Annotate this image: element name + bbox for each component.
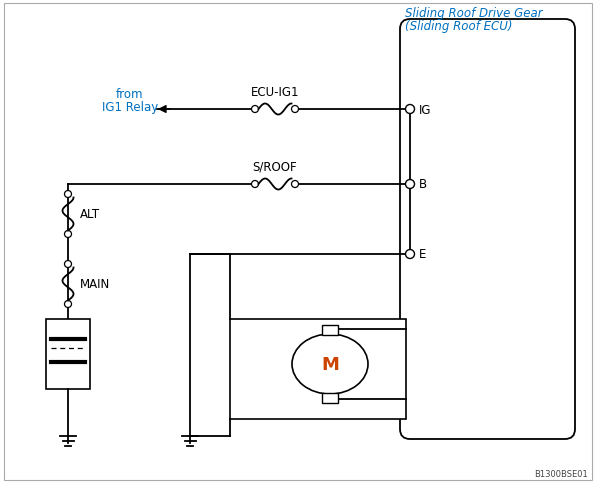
- Text: (Sliding Roof ECU): (Sliding Roof ECU): [405, 20, 513, 33]
- Circle shape: [64, 301, 72, 308]
- Circle shape: [252, 106, 259, 113]
- Text: IG: IG: [419, 103, 432, 116]
- Circle shape: [64, 231, 72, 238]
- Text: MAIN: MAIN: [80, 278, 110, 291]
- FancyBboxPatch shape: [400, 20, 575, 439]
- Circle shape: [64, 261, 72, 268]
- Text: B: B: [419, 178, 427, 191]
- Circle shape: [405, 250, 414, 259]
- FancyBboxPatch shape: [4, 4, 592, 480]
- Text: S/ROOF: S/ROOF: [253, 161, 297, 174]
- Bar: [230, 319, 406, 419]
- Circle shape: [405, 180, 414, 189]
- Circle shape: [252, 181, 259, 188]
- Bar: [322, 393, 338, 403]
- Text: IG1 Relay: IG1 Relay: [102, 101, 158, 114]
- Bar: [46, 319, 90, 389]
- Text: ALT: ALT: [80, 208, 100, 221]
- Circle shape: [405, 106, 414, 114]
- Circle shape: [291, 181, 299, 188]
- Circle shape: [291, 106, 299, 113]
- Text: Sliding Roof Drive Gear: Sliding Roof Drive Gear: [405, 7, 542, 20]
- Circle shape: [64, 191, 72, 198]
- Text: B1300BSE01: B1300BSE01: [534, 469, 588, 478]
- Bar: [322, 325, 338, 335]
- Text: from: from: [116, 88, 144, 101]
- Text: E: E: [419, 248, 426, 261]
- Ellipse shape: [292, 334, 368, 394]
- Text: M: M: [321, 355, 339, 373]
- Text: ECU-IG1: ECU-IG1: [251, 86, 299, 99]
